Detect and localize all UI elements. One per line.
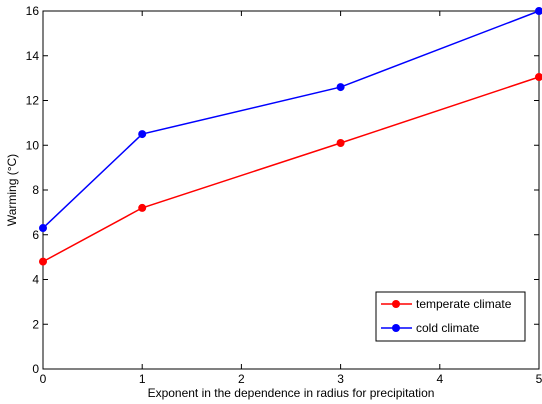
x-tick-label: 0 bbox=[40, 372, 47, 386]
y-axis-ticks: 0 2 4 6 8 10 12 14 16 bbox=[26, 4, 539, 376]
data-point-2 bbox=[535, 7, 542, 15]
data-point-2 bbox=[39, 224, 47, 233]
legend-swatch-marker bbox=[392, 300, 400, 308]
data-point-1 bbox=[39, 257, 47, 266]
legend: temperate climate cold climate bbox=[375, 291, 526, 342]
x-tick-label: 4 bbox=[436, 372, 443, 386]
series-layer bbox=[39, 7, 542, 266]
data-point-1 bbox=[138, 203, 147, 212]
data-point-2 bbox=[138, 130, 147, 139]
series-line-1 bbox=[42, 76, 540, 263]
x-axis-ticks: 0 1 2 3 4 5 bbox=[40, 11, 542, 386]
x-axis-label: Exponent in the dependence in radius for… bbox=[148, 386, 435, 400]
y-tick-label: 14 bbox=[26, 49, 40, 63]
y-tick-label: 16 bbox=[26, 4, 40, 18]
legend-label: temperate climate bbox=[416, 297, 512, 311]
data-point-1 bbox=[535, 73, 542, 82]
data-point-1 bbox=[336, 139, 345, 148]
x-tick-label: 3 bbox=[337, 372, 344, 386]
x-tick-label: 5 bbox=[536, 372, 542, 386]
legend-swatch-marker bbox=[392, 324, 400, 332]
y-tick-label: 6 bbox=[32, 228, 39, 242]
y-tick-label: 4 bbox=[32, 273, 39, 287]
legend-box bbox=[375, 291, 526, 342]
x-tick-label: 2 bbox=[238, 372, 245, 386]
series-line-2 bbox=[42, 10, 540, 229]
data-point-2 bbox=[336, 83, 345, 92]
y-tick-label: 12 bbox=[26, 94, 40, 108]
x-tick-label: 1 bbox=[139, 372, 146, 386]
y-tick-label: 2 bbox=[32, 317, 39, 331]
legend-label: cold climate bbox=[416, 321, 480, 335]
y-tick-label: 8 bbox=[32, 183, 39, 197]
y-tick-label: 0 bbox=[32, 362, 39, 376]
y-axis-label: Warming (°C) bbox=[5, 154, 19, 226]
y-tick-label: 10 bbox=[26, 138, 40, 152]
